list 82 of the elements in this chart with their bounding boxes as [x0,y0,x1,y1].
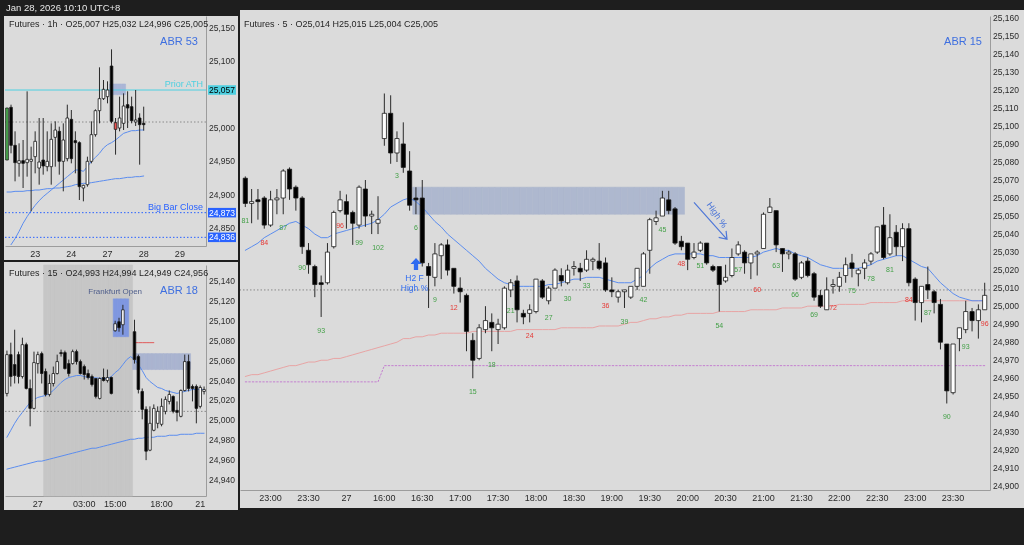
y-tick-label: 24,940 [209,475,236,486]
x-tick-label: 22:30 [865,492,889,503]
x-tick-label: 23 [30,248,41,259]
x-tick-label: 19:00 [600,492,624,503]
x-tick-label: 27 [102,248,113,259]
y-tick-label: 25,040 [993,229,1020,240]
y-tick-label: 25,000 [209,123,236,133]
x-tick-label: 15:00 [103,498,127,509]
y-tick-label: 25,140 [209,275,236,286]
y-tick-label: 25,100 [209,315,236,326]
x-tick-label: 16:30 [410,492,434,503]
chart-title: Futures · 5 · O25,014 H25,015 L25,004 C25,005 [244,19,439,29]
y-tick-label: 25,040 [209,375,236,386]
y-tick-label: 24,950 [993,391,1020,402]
y-tick-label: 25,160 [993,12,1020,23]
y-tick-label: 25,080 [209,335,236,346]
chart-title: Futures · 1h · O25,007 H25,032 L24,996 C25,005 [9,19,209,29]
annotation: ABR 53 [160,35,198,47]
x-tick-label: 03:00 [72,498,96,509]
x-tick-label: 20:30 [714,492,737,503]
x-tick-label: 16:00 [373,492,396,503]
x-tick-label: 23:30 [941,492,965,503]
y-tick-label: 24,990 [993,319,1020,330]
y-tick-label: 24,900 [209,189,236,200]
y-tick-label: 25,070 [993,175,1020,186]
text: Jan 28, 2026 10:10 UTC+8 [6,2,121,13]
ref-line-label: Prior ATH [164,79,203,89]
y-tick-label: 25,030 [993,247,1020,258]
x-tick-label: 23:00 [903,492,927,503]
y-tick-label: 25,100 [993,120,1020,131]
x-tick-label: 21:30 [790,492,813,503]
y-tick-label: 25,060 [993,193,1020,204]
annotation: ABR 18 [160,284,198,296]
y-tick-label: 25,010 [993,283,1020,294]
y-tick-label: 25,050 [993,211,1020,222]
x-tick-label: 22:00 [828,492,851,503]
y-tick-label: 25,000 [993,301,1020,312]
y-tick-label: 25,080 [993,156,1020,167]
y-tick-label: 24,930 [993,427,1020,438]
x-tick-label: 29 [174,248,185,259]
x-tick-label: 27 [32,498,43,509]
x-tick-label: 28 [138,248,149,259]
x-tick-label: 19:30 [638,492,662,503]
y-tick-label: 25,000 [209,415,236,426]
y-tick-label: 24,920 [993,445,1020,456]
y-tick-label: 24,960 [209,455,236,466]
y-tick-label: 25,020 [993,265,1020,276]
x-tick-label: 21:00 [752,492,775,503]
y-tick-label: 24,980 [993,337,1020,348]
x-tick-label: 18:00 [150,498,173,509]
y-tick-label: 24,960 [993,373,1020,384]
annotation: H2 F High % [400,273,429,293]
y-tick-label: 25,150 [993,30,1020,41]
x-tick-label: 17:30 [486,492,510,503]
x-tick-label: 17:00 [448,492,472,503]
y-tick-label: 25,020 [209,395,236,406]
annotation: ABR 15 [944,35,982,47]
y-tick-label: 24,950 [209,156,236,167]
y-tick-label: 25,110 [993,102,1019,113]
y-tick-label: 25,100 [209,56,236,67]
y-tick-label: 24,900 [993,481,1020,492]
y-tick-label: 25,120 [993,84,1020,95]
x-tick-label: 23:00 [259,492,282,503]
x-tick-label: 18:30 [562,492,586,503]
x-tick-label: 23:30 [297,492,320,503]
y-tick-label: 25,120 [209,295,236,306]
y-tick-label: 24,970 [993,355,1020,366]
x-tick-label: 20:00 [676,492,699,503]
x-tick-label: 24 [66,248,77,259]
y-tick-label: 24,980 [209,435,236,446]
y-tick-label: 25,090 [993,138,1020,149]
y-tick-label: 24,850 [209,223,236,233]
x-tick-label: 18:00 [524,492,548,503]
x-tick-label: 21 [195,498,206,509]
y-tick-label: 24,910 [993,463,1020,474]
y-tick-label: 25,140 [993,48,1020,59]
y-tick-label: 24,940 [993,409,1020,420]
ref-line-label: Big Bar Close [147,201,203,212]
y-tick-label: 25,060 [209,355,236,366]
x-tick-label: 27 [341,492,352,503]
y-tick-label: 25,130 [993,66,1020,77]
y-tick-label: 25,150 [209,23,236,33]
